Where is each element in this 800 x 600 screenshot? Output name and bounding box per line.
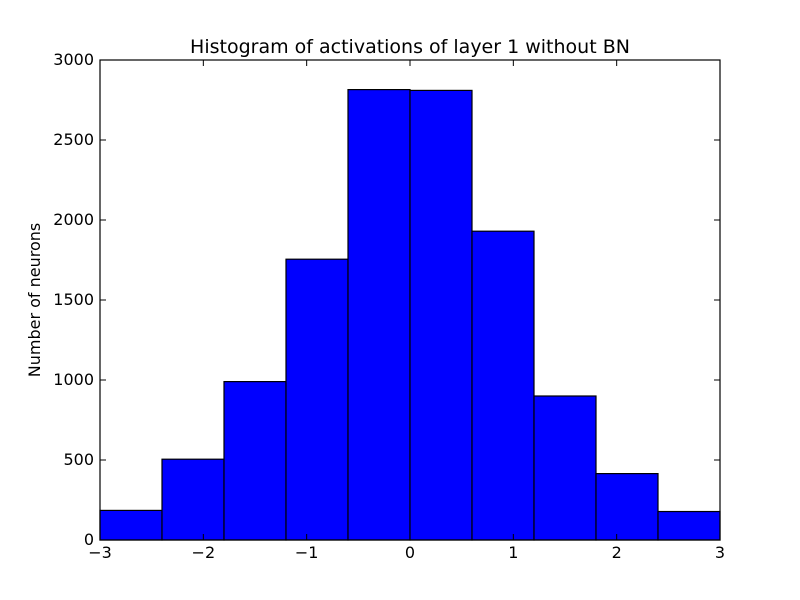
histogram-bar [161,458,225,541]
x-tick-label: −1 [295,543,319,562]
histogram-bar [471,230,535,541]
y-tick-label: 2000 [53,210,94,229]
y-tick-label: 0 [84,530,94,549]
x-tick-label: −3 [88,543,112,562]
x-tick-label: 3 [715,543,725,562]
histogram-bar [99,509,163,541]
y-tick-label: 500 [63,450,94,469]
x-tick-label: 0 [405,543,415,562]
x-tick-label: −2 [192,543,216,562]
chart-title: Histogram of activations of layer 1 with… [190,36,630,58]
y-tick-label: 2500 [53,130,94,149]
x-tick-label: 1 [508,543,518,562]
histogram-bar [595,473,659,541]
histogram-bar [409,89,473,541]
histogram-bar [223,381,287,541]
histogram-bar [285,258,349,541]
y-tick-label: 3000 [53,50,94,69]
histogram-bar [533,395,597,541]
ticks-group: −3 −2 −1 0 1 2 3 0 500 1000 1500 2000 2500 3000 [53,50,725,562]
histogram-bar [657,510,721,541]
histogram-bar [347,88,411,541]
y-tick-label: 1000 [53,370,94,389]
plot-frame [99,59,721,541]
y-tick-label: 1500 [53,290,94,309]
x-tick-label: 2 [612,543,622,562]
bars-group [99,88,721,541]
y-axis-label: Number of neurons [25,223,44,377]
